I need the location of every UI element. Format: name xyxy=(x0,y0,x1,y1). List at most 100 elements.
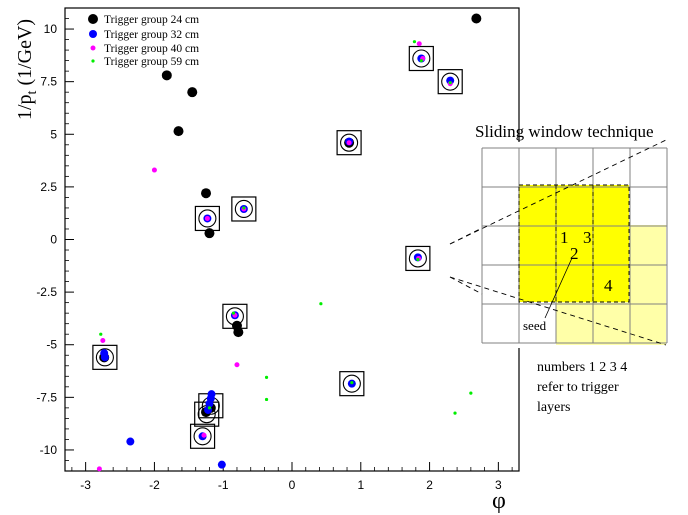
series-3-point xyxy=(453,411,457,415)
x-tick-label: 0 xyxy=(289,478,296,492)
series-0-point xyxy=(204,228,215,239)
y-tick-label: -5 xyxy=(46,338,57,352)
x-tick-label: 1 xyxy=(357,478,364,492)
series-2-point xyxy=(234,362,240,368)
cell-label-4: 4 xyxy=(604,276,613,295)
cell-label-3: 3 xyxy=(583,228,592,247)
x-tick-label: -3 xyxy=(80,478,91,492)
highlight-box xyxy=(231,196,257,222)
series-1-point xyxy=(217,460,226,469)
note-line-2: refer to trigger xyxy=(537,380,619,395)
series-0-point xyxy=(233,327,244,338)
series-2-point xyxy=(100,338,106,344)
highlight-box xyxy=(408,45,434,72)
inset-connector-bottom xyxy=(449,276,667,346)
legend-marker-24cm xyxy=(88,14,98,24)
highlight-box xyxy=(437,69,463,95)
y-tick-label: -10 xyxy=(40,443,58,457)
series-2-point xyxy=(416,41,422,47)
highlight-circle xyxy=(412,49,431,68)
y-tick-label: -7.5 xyxy=(36,390,57,404)
highlight-box xyxy=(336,130,362,156)
x-tick-label: 3 xyxy=(495,478,502,492)
series-3-point xyxy=(231,311,236,315)
series-0-point xyxy=(201,188,212,199)
inset-connector-top xyxy=(449,139,667,245)
series-0-point xyxy=(161,70,172,81)
series-1-point xyxy=(205,399,214,408)
y-tick-label: 2.5 xyxy=(40,180,57,194)
x-tick-label: 2 xyxy=(426,478,433,492)
highlight-circle xyxy=(95,348,114,367)
inset-window-region xyxy=(519,185,629,302)
legend: Trigger group 24 cm Trigger group 32 cm … xyxy=(88,14,199,68)
highlight-circle xyxy=(234,199,253,219)
series-2-point xyxy=(346,140,352,146)
data-points-layer xyxy=(96,13,482,472)
legend-marker-59cm xyxy=(91,59,95,63)
y-tick-label: 7.5 xyxy=(40,75,57,89)
series-2-point xyxy=(151,167,157,173)
legend-marker-32cm xyxy=(89,30,97,38)
x-axis-title: φ xyxy=(492,488,506,514)
series-3-point xyxy=(412,40,417,44)
inset-connector-mid-bottom xyxy=(449,276,483,295)
series-3-point xyxy=(469,391,473,395)
highlight-box xyxy=(405,245,431,272)
sliding-window-inset: Sliding window technique 1 2 3 4 seed xyxy=(449,122,688,348)
series-2-point xyxy=(201,432,207,438)
y-tick-label: 10 xyxy=(44,22,58,36)
highlight-circle xyxy=(340,133,359,152)
axis-ticks: -3 -2 -1 0 1 2 3-10-7.5-5-2.502.557.510 xyxy=(36,18,513,492)
series-3-point xyxy=(416,257,420,262)
highlight-circle xyxy=(198,209,217,228)
highlight-box xyxy=(339,371,365,397)
y-axis-title-sub: t xyxy=(25,90,40,94)
series-2-point xyxy=(96,466,102,472)
series-3-point xyxy=(448,81,452,85)
y-axis-title-main: 1/p xyxy=(14,94,36,120)
y-tick-label: 5 xyxy=(50,127,57,141)
highlight-circle xyxy=(193,427,212,446)
legend-label-40cm: Trigger group 40 cm xyxy=(104,43,199,55)
x-tick-label: -2 xyxy=(149,478,160,492)
y-tick-label: 0 xyxy=(50,233,57,247)
y-axis-title-unit: (1/GeV) xyxy=(14,19,36,91)
legend-label-59cm: Trigger group 59 cm xyxy=(104,56,199,68)
series-3-point xyxy=(99,332,103,336)
series-3-point xyxy=(264,375,269,379)
highlight-box xyxy=(92,344,118,370)
inset-grid xyxy=(481,147,668,344)
series-0-point xyxy=(173,126,184,137)
cell-label-1: 1 xyxy=(560,228,569,247)
series-3-point xyxy=(350,381,354,385)
inset-title: Sliding window technique xyxy=(475,122,653,141)
y-tick-label: -2.5 xyxy=(36,285,57,299)
highlight-box xyxy=(189,423,216,449)
series-2-point xyxy=(204,215,210,221)
series-0-point xyxy=(187,87,198,98)
series-3-point xyxy=(419,59,423,63)
seed-pointer xyxy=(544,257,573,319)
series-1-point xyxy=(100,353,109,362)
series-1-point xyxy=(126,437,135,446)
series-3-point xyxy=(207,406,212,410)
y-axis-title: 1/pt (1/GeV) xyxy=(14,19,40,120)
legend-label-24cm: Trigger group 24 cm xyxy=(104,14,199,26)
inset-window-outline xyxy=(518,184,630,303)
series-3-point xyxy=(319,302,323,306)
seed-label: seed xyxy=(523,318,547,333)
highlight-circle xyxy=(408,249,427,268)
cell-label-2: 2 xyxy=(570,244,579,263)
x-tick-label: -1 xyxy=(218,478,229,492)
series-0-point xyxy=(471,13,482,24)
markers-layer xyxy=(95,49,460,446)
series-3-point xyxy=(264,397,269,402)
highlight-circle xyxy=(342,374,361,393)
legend-marker-40cm xyxy=(90,45,96,51)
highlight-boxes-layer xyxy=(92,45,463,449)
series-3-point xyxy=(242,206,246,210)
inset-connector-mid-top xyxy=(449,227,483,245)
legend-label-32cm: Trigger group 32 cm xyxy=(104,29,199,41)
